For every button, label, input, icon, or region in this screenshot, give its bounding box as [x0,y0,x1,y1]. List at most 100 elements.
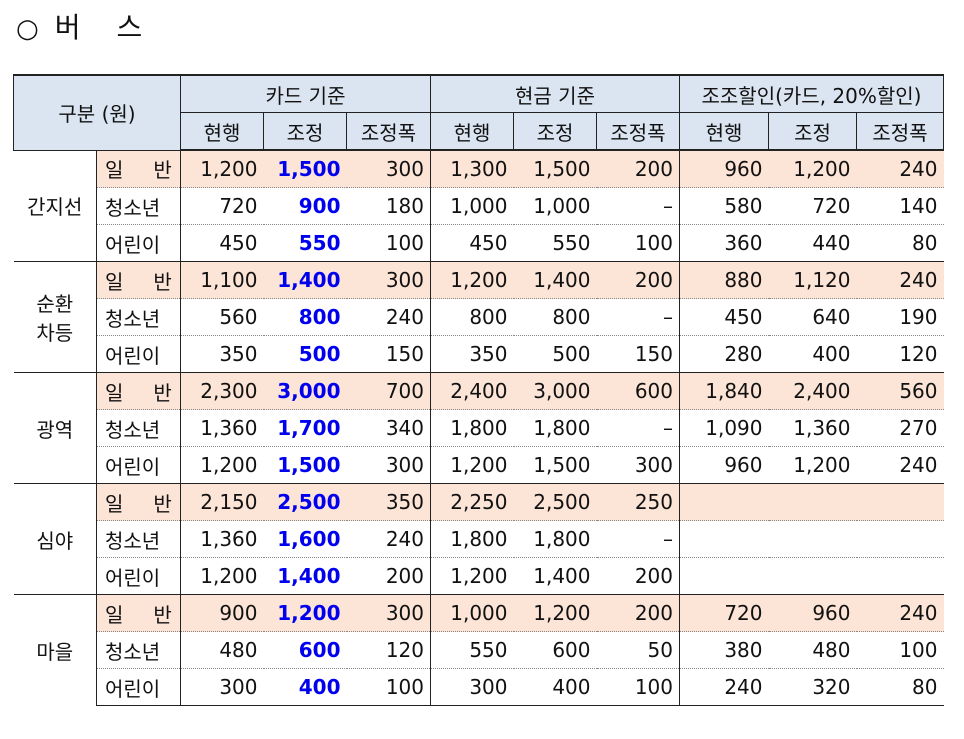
fare-cell: 560 [180,298,264,336]
fare-cell: – [596,187,680,225]
passenger-type-text: 청소년 [105,639,161,664]
fare-cell: 2,400 [430,372,514,410]
fare-cell: 300 [346,594,431,632]
passenger-type-text: 어린이 [105,343,161,368]
fare-cell: 100 [596,224,680,262]
fare-cell: 3,000 [263,372,347,410]
title-char-2: 스 [116,11,145,44]
fare-cell: 300 [180,668,264,706]
fare-cell: 800 [430,298,514,336]
fare-cell: 1,360 [768,409,857,447]
header-sub-8: 조정폭 [856,112,944,151]
fare-cell: 280 [679,335,769,373]
fare-cell: – [596,409,680,447]
fare-cell: 340 [346,409,431,447]
fare-cell: 720 [180,187,264,225]
table-row: 간지선 일 반 1,200 1,500 300 1,300 1,500 200 960 1,200 2… [13,149,944,262]
fare-cell [768,483,857,521]
fare-cell: 80 [856,224,944,262]
header-sub-2: 조정폭 [346,112,431,151]
fare-cell: 1,200 [768,149,857,188]
table-row: 청소년 720 900 180 1,000 1,000–580 720 140 [14,187,944,225]
fare-cell: 200 [596,594,680,632]
fare-cell: 50 [596,631,680,669]
fare-cell: 1,600 [263,520,347,558]
table-row: 청소년 1,360 1,700 340 1,800 1,800–1,090 1,360 270 [14,409,944,447]
fare-cell [856,483,944,521]
route-category-line2: 차등 [36,321,74,345]
fare-cell: 100 [346,668,431,706]
fare-cell: 350 [346,483,431,521]
route-category-line1: 순환 [36,292,74,316]
passenger-type-text: 반 [153,269,172,294]
fare-cell: 180 [346,187,431,225]
header-sub-3: 현행 [430,112,514,151]
passenger-type-text: 어린이 [105,454,161,479]
table-row: 마을 일 반 900 1,200 300 1,000 1,200 200 720 960 240 [13,594,944,706]
fare-cell: 200 [596,261,680,299]
fare-cell: 300 [346,446,431,484]
fare-cell: 1,200 [768,446,857,484]
fare-cell: 240 [856,594,944,632]
header-sub-7: 조정 [768,112,857,151]
table-row: 어린이 1,200 1,500 300 1,200 1,500 300 960 1,200 240 [14,446,944,484]
passenger-type-text: 청소년 [105,528,161,553]
fare-cell: 240 [856,149,944,188]
passenger-type-text: 반 [153,602,172,627]
fare-cell: 450 [430,224,514,262]
fare-cell: 400 [263,668,347,706]
passenger-type-text: 어린이 [105,565,161,590]
table-row: 어린이 1,200 1,400 200 1,200 1,400 200 [14,557,944,595]
header-group-card: 카드 기준 [180,74,431,113]
route-category: 광역 [13,372,97,484]
fare-cell [679,483,769,521]
fare-cell: 800 [263,298,347,336]
passenger-type-text: 청소년 [105,195,161,220]
fare-cell: 240 [346,298,431,336]
fare-cell: – [596,298,680,336]
fare-cell: 1,400 [513,261,597,299]
fare-cell: 2,400 [768,372,857,410]
fare-cell [679,520,769,558]
passenger-type-text: 어린이 [105,676,161,701]
fare-cell [768,520,857,558]
fare-cell: 2,500 [513,483,597,521]
fare-cell: 1,200 [180,149,264,188]
fare-cell: 190 [856,298,944,336]
fare-cell: 240 [346,520,431,558]
passenger-type-text: 일 [105,491,124,516]
table-row: 어린이 350 500 150 350 500 150 280 400 120 [14,335,944,373]
fare-cell: 1,500 [513,149,597,188]
fare-cell: 960 [768,594,857,632]
fare-cell: 440 [768,224,857,262]
header-sub-4: 조정 [513,112,597,151]
fare-cell: 250 [596,483,680,521]
fare-cell: 1,000 [430,594,514,632]
passenger-type: 청소년 [96,409,181,447]
passenger-type: 청소년 [96,631,181,669]
fare-cell: 560 [856,372,944,410]
fare-cell: 2,150 [180,483,264,521]
bullet-circle-icon: ○ [16,14,41,44]
fare-cell [768,557,857,595]
passenger-type: 청소년 [96,187,181,225]
passenger-type: 어린이 [96,446,181,484]
fare-cell: 1,360 [180,409,264,447]
fare-cell: – [596,520,680,558]
fare-cell: 300 [430,668,514,706]
table-row: 어린이 300 400 100 300 400 100 240 320 80 [14,668,944,706]
fare-cell: 1,500 [263,149,347,188]
fare-cell: 240 [856,446,944,484]
passenger-type: 어린이 [96,557,181,595]
fare-cell [679,557,769,595]
fare-cell: 300 [346,149,431,188]
fare-cell: 1,700 [263,409,347,447]
fare-cell: 1,000 [430,187,514,225]
header-group-cash: 현금 기준 [430,74,680,113]
passenger-type: 청소년 [96,298,181,336]
fare-cell: 1,200 [180,446,264,484]
fare-cell: 240 [856,261,944,299]
fare-cell: 120 [346,631,431,669]
